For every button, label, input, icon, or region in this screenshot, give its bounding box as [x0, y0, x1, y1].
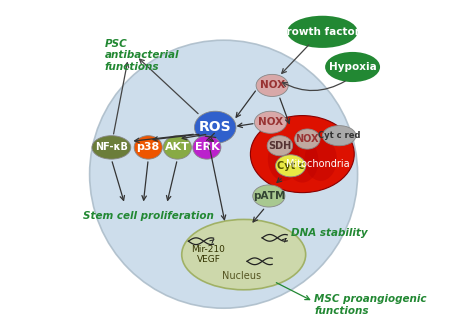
Ellipse shape [134, 136, 162, 159]
Text: ROS: ROS [199, 120, 231, 134]
Ellipse shape [268, 137, 300, 181]
Ellipse shape [256, 74, 288, 96]
Text: Hypoxia: Hypoxia [328, 62, 376, 72]
Ellipse shape [255, 111, 287, 133]
Text: Stem cell proliferation: Stem cell proliferation [83, 211, 214, 221]
Ellipse shape [164, 136, 191, 159]
Ellipse shape [250, 116, 354, 193]
Text: Nucleus: Nucleus [222, 271, 262, 281]
Text: Cyt c: Cyt c [277, 161, 304, 171]
Text: pATM: pATM [253, 191, 285, 201]
Text: Mitochondria: Mitochondria [286, 159, 349, 169]
Text: MSC proangiogenic
functions: MSC proangiogenic functions [314, 294, 427, 316]
Ellipse shape [286, 139, 319, 183]
Text: NF-κB: NF-κB [95, 142, 128, 152]
Text: p38: p38 [137, 142, 160, 152]
Text: PSC
antibacterial
functions: PSC antibacterial functions [105, 39, 179, 72]
Ellipse shape [322, 126, 356, 146]
Text: NOX: NOX [296, 134, 319, 144]
Text: NOX: NOX [258, 117, 283, 127]
Ellipse shape [92, 136, 131, 159]
Ellipse shape [305, 137, 337, 181]
Ellipse shape [194, 111, 236, 143]
Ellipse shape [90, 40, 357, 308]
Text: AKT: AKT [165, 142, 190, 152]
Text: Growth factors: Growth factors [278, 27, 366, 37]
Text: Cyt c red: Cyt c red [318, 131, 360, 140]
Text: NOX: NOX [260, 80, 285, 90]
Ellipse shape [253, 185, 285, 207]
Ellipse shape [267, 136, 292, 156]
Ellipse shape [287, 16, 357, 48]
Ellipse shape [325, 52, 380, 82]
Ellipse shape [275, 155, 306, 177]
Ellipse shape [182, 219, 306, 290]
Text: Mir-210
VEGF: Mir-210 VEGF [191, 245, 226, 264]
Text: SDH: SDH [268, 141, 292, 151]
Ellipse shape [295, 129, 320, 149]
Ellipse shape [193, 136, 221, 159]
Text: ERK: ERK [194, 142, 219, 152]
Text: DNA stability: DNA stability [291, 228, 367, 238]
